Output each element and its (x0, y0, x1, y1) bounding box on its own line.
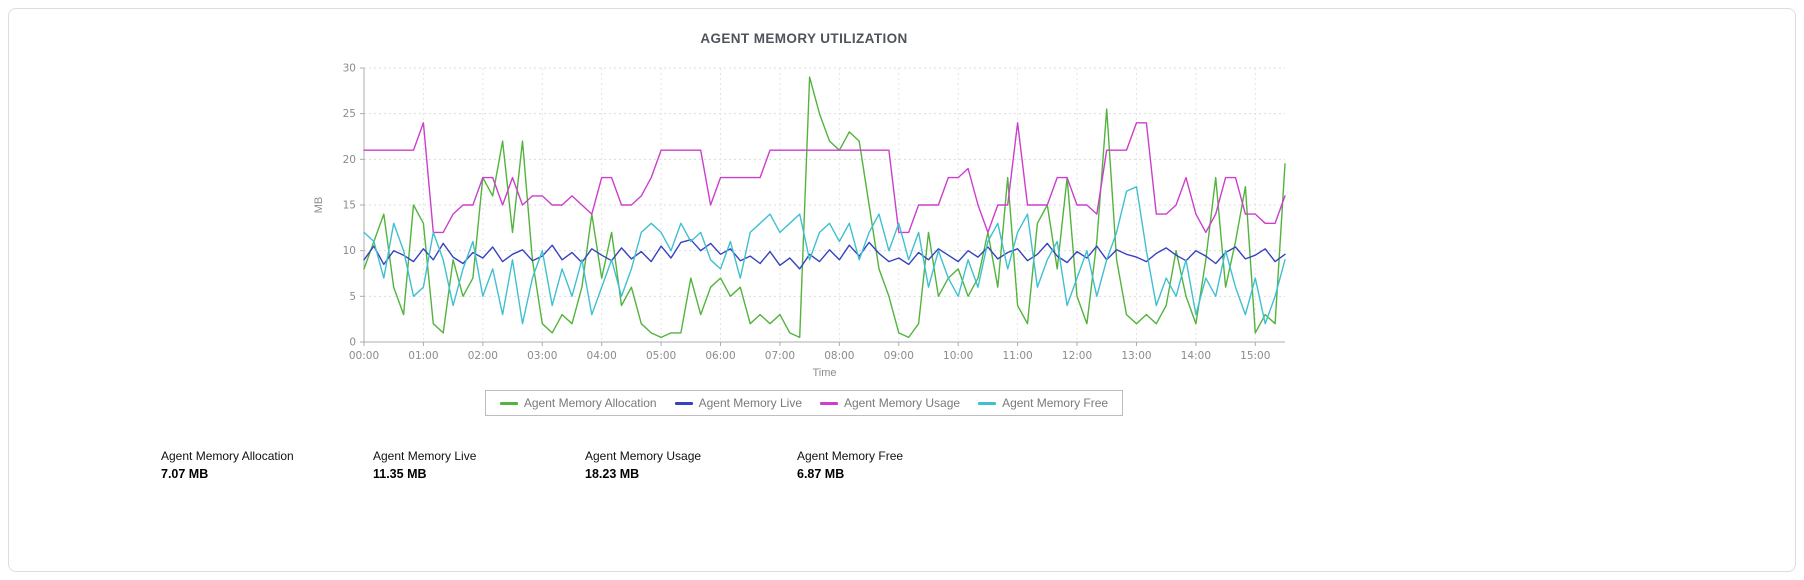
stat-value: 11.35 MB (373, 467, 427, 481)
svg-text:09:00: 09:00 (884, 350, 914, 362)
stat-agent-memory-free: Agent Memory Free 6.87 MB (797, 449, 1009, 481)
legend-item-free: Agent Memory Free (978, 396, 1108, 410)
svg-text:08:00: 08:00 (824, 350, 854, 362)
svg-text:01:00: 01:00 (408, 350, 438, 362)
legend-item-usage: Agent Memory Usage (820, 396, 960, 410)
stats-row: Agent Memory Allocation 7.07 MB Agent Me… (161, 449, 1009, 481)
svg-text:13:00: 13:00 (1121, 350, 1151, 362)
legend-box: Agent Memory Allocation Agent Memory Liv… (484, 390, 1124, 416)
line-chart: 0 5 10 15 20 25 30 00:00 01:00 02:00 03:00 04:00 05:… (313, 63, 1286, 379)
svg-text:10:00: 10:00 (943, 350, 973, 362)
stat-label: Agent Memory Usage (585, 449, 702, 463)
legend-swatch-usage-icon (820, 401, 838, 405)
chart-container: AGENT MEMORY UTILIZATION 0 5 10 15 20 25 30 00:… (309, 31, 1299, 416)
stat-value: 7.07 MB (161, 467, 209, 481)
svg-text:5: 5 (349, 291, 356, 303)
svg-text:15: 15 (343, 200, 356, 212)
memory-utilization-card: AGENT MEMORY UTILIZATION 0 5 10 15 20 25 30 00:… (8, 8, 1796, 572)
svg-text:25: 25 (343, 108, 356, 120)
svg-text:20: 20 (343, 154, 356, 166)
stat-label: Agent Memory Free (797, 449, 904, 463)
svg-text:00:00: 00:00 (349, 350, 379, 362)
svg-text:30: 30 (343, 63, 356, 75)
stat-agent-memory-usage: Agent Memory Usage 18.23 MB (585, 449, 797, 481)
svg-text:04:00: 04:00 (587, 350, 617, 362)
stat-agent-memory-live: Agent Memory Live 11.35 MB (373, 449, 585, 481)
svg-text:07:00: 07:00 (765, 350, 795, 362)
svg-text:15:00: 15:00 (1240, 350, 1270, 362)
legend-swatch-live-icon (674, 401, 693, 405)
stat-value: 18.23 MB (585, 467, 640, 481)
chart-title: AGENT MEMORY UTILIZATION (700, 31, 908, 46)
stat-agent-memory-allocation: Agent Memory Allocation 7.07 MB (161, 449, 373, 481)
svg-text:02:00: 02:00 (468, 350, 498, 362)
svg-text:MB: MB (313, 197, 325, 214)
svg-text:0: 0 (349, 337, 356, 349)
legend-item-allocation: Agent Memory Allocation (499, 396, 657, 410)
svg-text:14:00: 14:00 (1181, 350, 1211, 362)
legend-item-live: Agent Memory Live (674, 396, 802, 410)
svg-text:Time: Time (812, 367, 836, 379)
svg-text:12:00: 12:00 (1062, 350, 1092, 362)
chart-legend: Agent Memory Allocation Agent Memory Liv… (309, 390, 1299, 416)
legend-swatch-free-icon (978, 401, 997, 405)
legend-label-free: Agent Memory Free (1002, 396, 1109, 410)
legend-label-allocation: Agent Memory Allocation (523, 396, 657, 410)
legend-label-usage: Agent Memory Usage (844, 396, 961, 410)
stat-value: 6.87 MB (797, 467, 845, 481)
svg-text:03:00: 03:00 (527, 350, 557, 362)
svg-text:10: 10 (343, 245, 356, 257)
legend-swatch-allocation-icon (499, 401, 518, 405)
svg-text:11:00: 11:00 (1002, 350, 1032, 362)
stat-label: Agent Memory Allocation (161, 449, 294, 463)
svg-text:06:00: 06:00 (705, 350, 735, 362)
svg-text:05:00: 05:00 (646, 350, 676, 362)
stat-label: Agent Memory Live (373, 449, 477, 463)
legend-label-live: Agent Memory Live (698, 396, 802, 410)
